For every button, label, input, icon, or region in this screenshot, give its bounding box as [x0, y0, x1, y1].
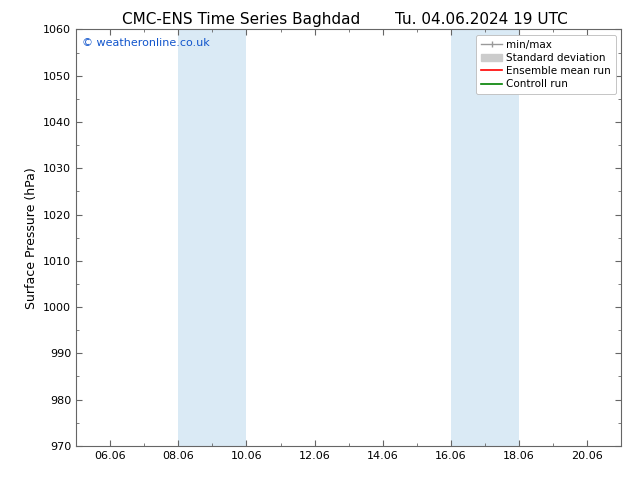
Text: CMC-ENS Time Series Baghdad: CMC-ENS Time Series Baghdad: [122, 12, 360, 27]
Bar: [451, 29, 519, 446]
Legend: min/max, Standard deviation, Ensemble mean run, Controll run: min/max, Standard deviation, Ensemble me…: [476, 35, 616, 95]
Text: Tu. 04.06.2024 19 UTC: Tu. 04.06.2024 19 UTC: [396, 12, 568, 27]
Text: © weatheronline.co.uk: © weatheronline.co.uk: [82, 38, 209, 48]
Y-axis label: Surface Pressure (hPa): Surface Pressure (hPa): [25, 167, 37, 309]
Bar: [178, 29, 247, 446]
